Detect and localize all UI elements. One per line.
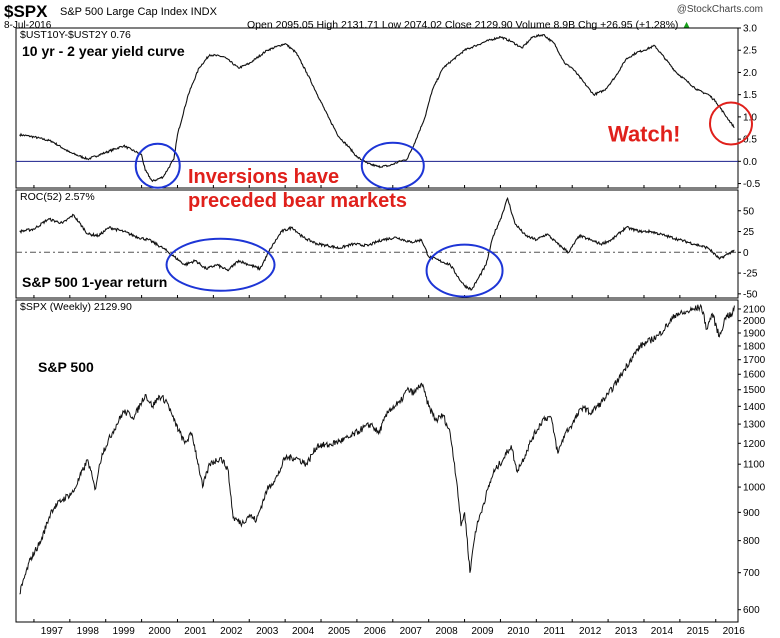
y-tick-label: 25 [743, 227, 755, 238]
x-tick-label: 2014 [651, 626, 674, 637]
panel-label-yield-curve: $UST10Y-$UST2Y 0.76 [20, 29, 131, 41]
inversion-2000-circle [134, 142, 181, 189]
spx-title: S&P 500 [38, 359, 94, 375]
y-tick-label: 1000 [743, 483, 766, 494]
x-tick-label: 2010 [507, 626, 530, 637]
bear-2008-circle [425, 243, 504, 298]
yield-curve-title: 10 yr - 2 year yield curve [22, 43, 185, 59]
x-tick-label: 2013 [615, 626, 638, 637]
y-tick-label: 1200 [743, 439, 766, 450]
x-tick-label: 2004 [292, 626, 315, 637]
panel-frame-2 [15, 189, 739, 299]
x-tick-label: 2012 [579, 626, 602, 637]
x-tick-label: 2001 [184, 626, 207, 637]
x-tick-label: 2015 [687, 626, 710, 637]
x-tick-label: 2009 [471, 626, 494, 637]
y-tick-label: 0.0 [743, 157, 757, 168]
roc-title: S&P 500 1-year return [22, 274, 167, 290]
panel-frame-3 [15, 299, 739, 623]
y-tick-label: 1.5 [743, 90, 757, 101]
panel-frame-1 [15, 27, 739, 189]
roc-series-line [19, 196, 735, 291]
y-tick-label: 2100 [743, 304, 766, 315]
y-tick-label: 3.0 [743, 24, 757, 35]
panel-label-roc: ROC(52) 2.57% [20, 191, 95, 203]
y-tick-label: -25 [743, 269, 758, 280]
x-tick-label: 2016 [723, 626, 746, 637]
x-tick-label: 1997 [41, 626, 64, 637]
watch-circle [709, 101, 753, 146]
y-tick-label: 1.0 [743, 112, 757, 123]
y-tick-label: 600 [743, 605, 760, 616]
inversions-annotation-line1: Inversions have [188, 166, 339, 188]
y-tick-label: 1100 [743, 460, 765, 471]
x-tick-label: 2008 [435, 626, 458, 637]
x-tick-label: 1998 [77, 626, 100, 637]
y-tick-label: 800 [743, 536, 760, 547]
y-tick-label: 2.0 [743, 68, 757, 79]
x-tick-label: 2003 [256, 626, 279, 637]
chart-name: S&P 500 Large Cap Index INDX [60, 6, 217, 18]
y-tick-label: 0 [743, 248, 749, 259]
y-tick-label: 700 [743, 568, 760, 579]
inversions-annotation-line2: preceded bear markets [188, 190, 407, 212]
chart-symbol: $SPX [4, 2, 48, 21]
chart-date: 8-Jul-2016 [4, 20, 52, 31]
y-tick-label: 1300 [743, 420, 766, 431]
y-tick-label: 1600 [743, 370, 766, 381]
bear-2001-circle [165, 237, 276, 292]
x-tick-label: 2006 [364, 626, 387, 637]
x-tick-label: 2002 [220, 626, 243, 637]
y-tick-label: 1700 [743, 355, 766, 366]
y-tick-label: -50 [743, 289, 758, 300]
inversion-2007-circle [360, 141, 425, 190]
y-tick-label: 1400 [743, 402, 766, 413]
y-tick-label: 1900 [743, 328, 766, 339]
stockcharts-brand: @StockCharts.com [676, 4, 763, 15]
y-tick-label: 900 [743, 508, 760, 519]
y-tick-label: 0.5 [743, 135, 757, 146]
y-tick-label: 2000 [743, 316, 766, 327]
change-arrow-icon: ▲ [681, 19, 692, 31]
x-tick-label: 2011 [544, 626, 566, 637]
y-tick-label: 2.5 [743, 46, 757, 57]
y-tick-label: 50 [743, 206, 755, 217]
x-tick-label: 2005 [328, 626, 351, 637]
x-tick-label: 2007 [400, 626, 423, 637]
spx-price-line [19, 303, 735, 595]
y-tick-label: 1500 [743, 385, 766, 396]
x-tick-label: 1999 [113, 626, 136, 637]
y-tick-label: -0.5 [743, 179, 761, 190]
y-tick-label: 1800 [743, 341, 766, 352]
panel-label-spx: $SPX (Weekly) 2129.90 [20, 301, 132, 313]
x-tick-label: 2000 [148, 626, 171, 637]
watch-annotation: Watch! [608, 121, 681, 146]
